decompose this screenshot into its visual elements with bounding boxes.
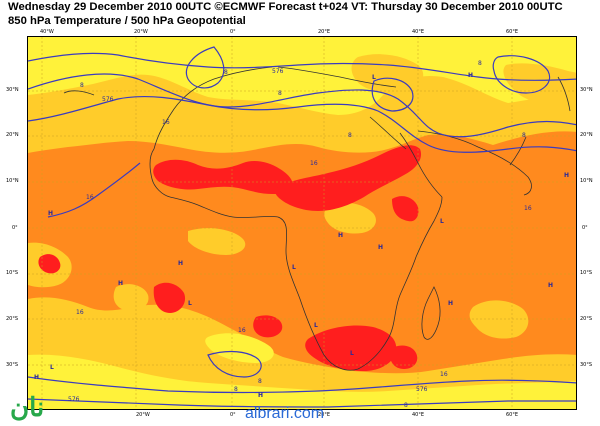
contour-label-16: 16 — [524, 205, 532, 212]
contour-label-576: 576 — [68, 396, 80, 403]
field-description: 850 hPa Temperature / 500 hPa Geopotenti… — [8, 14, 246, 27]
low-pressure-marker: L — [188, 300, 192, 307]
contour-label-16: 16 — [238, 327, 246, 334]
hot-core-horn — [392, 196, 419, 222]
lon-label-top: 40°W — [40, 29, 54, 35]
lon-label-top: 20°W — [134, 29, 148, 35]
lon-label-top: 0° — [230, 29, 236, 35]
contour-label-16: 16 — [162, 119, 170, 126]
contour-label-8: 8 — [478, 60, 482, 67]
high-pressure-marker: H — [48, 210, 53, 217]
forecast-map: 16 16 16 16 16 16 16 8 8 8 8 8 8 8 8 8 5… — [27, 36, 577, 410]
pressure-markers: H H H H H H H H H H H L L L L L L L — [34, 72, 569, 399]
cool-field-south — [28, 354, 576, 409]
hot-core-southeast-africa — [389, 345, 418, 369]
lat-label-left: 10°N — [6, 178, 19, 184]
contour-label-8: 8 — [348, 132, 352, 139]
contours — [28, 46, 576, 408]
high-pressure-marker: H — [258, 392, 263, 399]
lat-label-left: 0° — [12, 225, 18, 231]
high-pressure-marker: H — [34, 374, 39, 381]
high-pressure-marker: H — [338, 232, 343, 239]
site-logo: نان — [10, 393, 45, 423]
lon-label-bottom: 20°W — [136, 412, 150, 418]
low-pressure-marker: L — [50, 364, 54, 371]
lon-label-bottom: 60°E — [506, 412, 519, 418]
high-pressure-marker: H — [468, 72, 473, 79]
high-pressure-marker: H — [118, 280, 123, 287]
lat-label-right: 10°N — [580, 178, 593, 184]
contour-label-8: 8 — [234, 386, 238, 393]
forecast-title: Wednesday 29 December 2010 00UTC ©ECMWF … — [8, 1, 563, 13]
contour-label-16: 16 — [76, 309, 84, 316]
map-titles: Wednesday 29 December 2010 00UTC ©ECMWF … — [8, 1, 598, 28]
contour-label-576: 576 — [102, 96, 114, 103]
lat-label-right: 20°N — [580, 132, 593, 138]
cool-field-north — [28, 37, 576, 115]
lat-label-left: 30°N — [6, 87, 19, 93]
lon-label-top: 20°E — [318, 29, 331, 35]
map-canvas: 16 16 16 16 16 16 16 8 8 8 8 8 8 8 8 8 5… — [28, 37, 576, 409]
contour-label-8: 8 — [258, 378, 262, 385]
high-pressure-marker: H — [448, 300, 453, 307]
contour-label-576: 576 — [272, 68, 284, 75]
hot-core-southwest-africa — [253, 315, 283, 338]
lon-label-bottom: 0° — [230, 412, 236, 418]
cool-patch-southatlantic — [205, 333, 274, 363]
mild-patch-indian-ocean — [469, 300, 529, 339]
contour-label-8: 8 — [278, 90, 282, 97]
high-pressure-marker: H — [378, 244, 383, 251]
low-pressure-marker: L — [314, 322, 318, 329]
contour-labels: 16 16 16 16 16 16 16 8 8 8 8 8 8 8 8 8 5… — [68, 60, 532, 409]
contour-label-16: 16 — [440, 371, 448, 378]
low-pressure-marker: L — [440, 218, 444, 225]
hot-core-sahel-east — [275, 145, 422, 211]
hot-core-sw-atlantic — [153, 282, 186, 313]
low-pressure-marker: L — [372, 74, 376, 81]
lat-label-left: 30°S — [6, 362, 19, 368]
lat-label-right: 30°N — [580, 87, 593, 93]
hot-core-west-atlantic — [38, 254, 61, 274]
mild-patch-sw-atlantic — [113, 284, 149, 312]
lat-label-right: 0° — [582, 225, 588, 231]
contour-label-8: 8 — [224, 69, 228, 76]
mild-patch-gulf — [188, 228, 246, 255]
lon-label-top: 40°E — [412, 29, 425, 35]
high-pressure-marker: H — [178, 260, 183, 267]
lon-label-bottom: 40°E — [412, 412, 425, 418]
lon-label-top: 60°E — [506, 29, 519, 35]
lat-label-right: 10°S — [580, 270, 593, 276]
contour-label-16: 16 — [310, 160, 318, 167]
contour-label-576: 576 — [416, 386, 428, 393]
watermark-text: albrari.com — [245, 405, 325, 422]
low-pressure-marker: L — [350, 350, 354, 357]
contour-label-16: 16 — [86, 194, 94, 201]
high-pressure-marker: H — [564, 172, 569, 179]
lat-label-left: 20°N — [6, 132, 19, 138]
contour-label-8: 8 — [404, 402, 408, 409]
hot-core-sahel-west — [153, 159, 293, 195]
contour-label-8: 8 — [522, 132, 526, 139]
lon-label-bottom: 20°E — [318, 412, 331, 418]
contour-label-8: 8 — [80, 82, 84, 89]
mild-patch-northeast — [503, 63, 576, 111]
lat-label-right: 20°S — [580, 316, 593, 322]
low-pressure-marker: L — [292, 264, 296, 271]
high-pressure-marker: H — [548, 282, 553, 289]
lat-label-right: 30°S — [580, 362, 593, 368]
lat-label-left: 10°S — [6, 270, 19, 276]
lat-label-left: 20°S — [6, 316, 19, 322]
mild-patch-central — [324, 202, 376, 234]
